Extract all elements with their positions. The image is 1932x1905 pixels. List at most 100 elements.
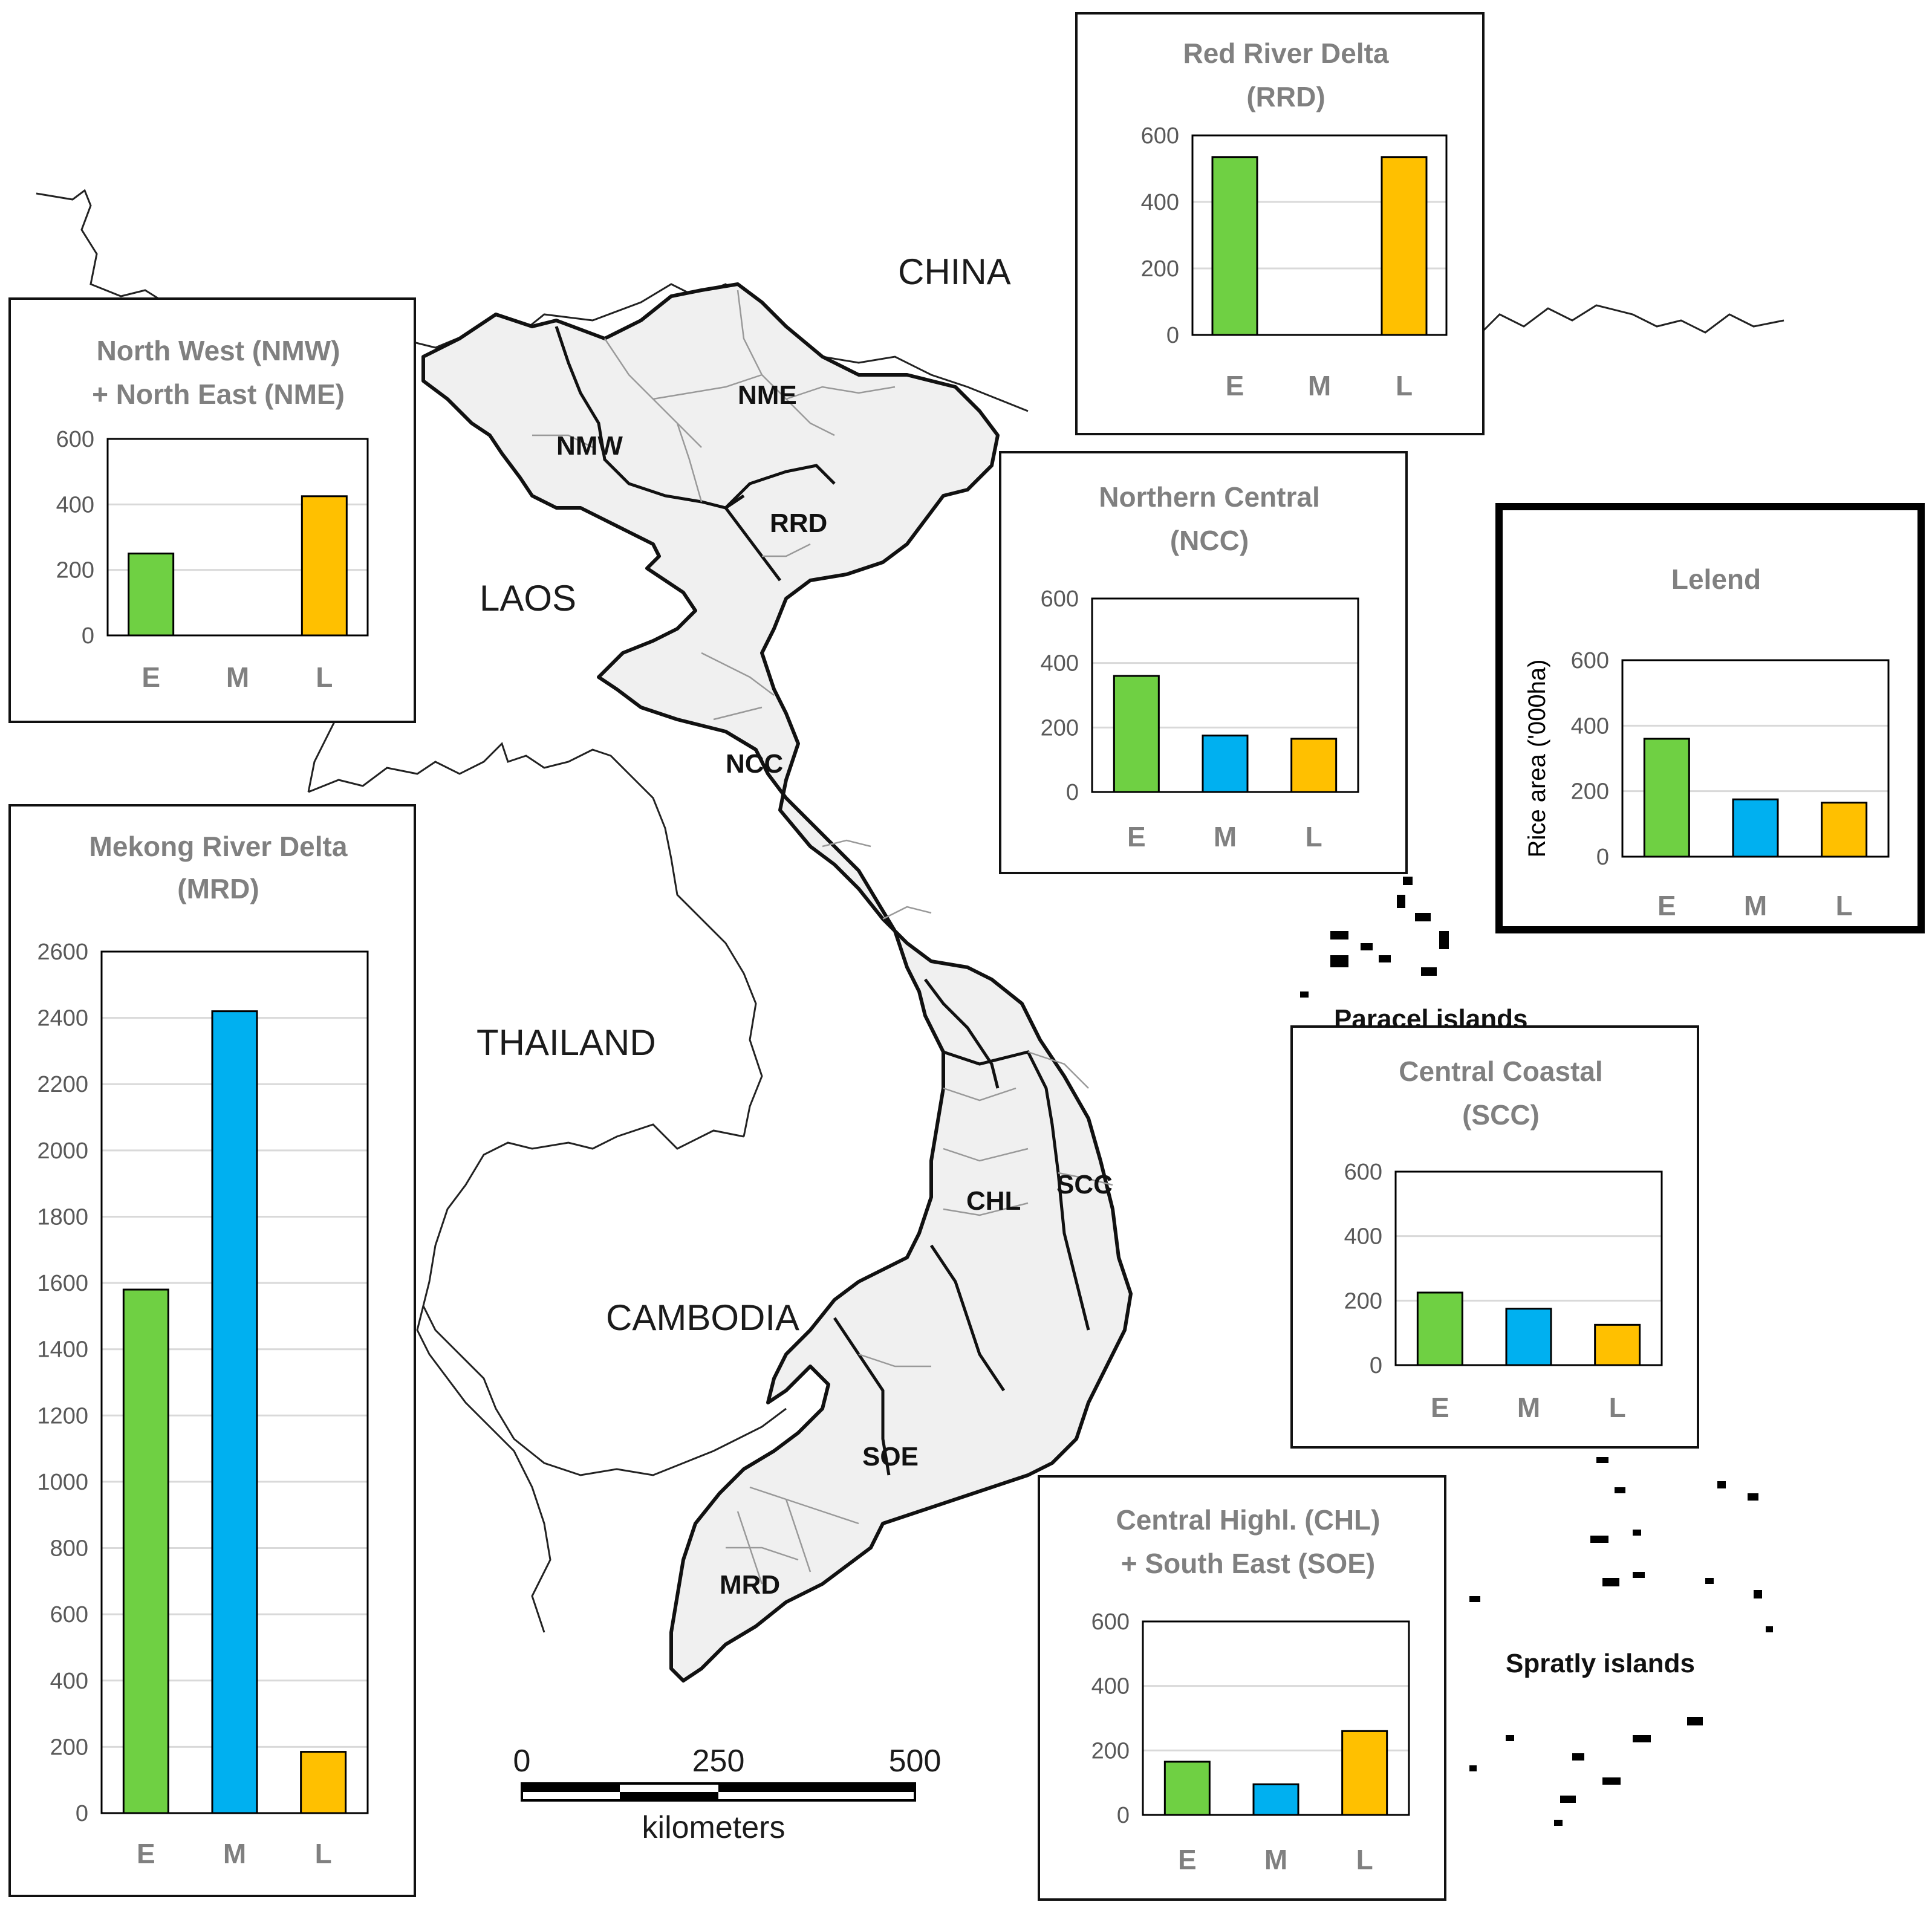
y-tick-label: 400 bbox=[1141, 190, 1179, 215]
y-tick-label: 1400 bbox=[37, 1337, 88, 1363]
y-tick-label: 2200 bbox=[37, 1072, 88, 1097]
y-tick-label: 400 bbox=[1344, 1224, 1382, 1250]
paracel-islands bbox=[1300, 877, 1449, 998]
category-label-E: E bbox=[1657, 890, 1676, 921]
chart-svg-legend: Lelend0200400600EMLCropping seasonRice a… bbox=[1524, 563, 1890, 926]
label-region-mrd: MRD bbox=[720, 1570, 780, 1600]
chart-rrd: Red River Delta (RRD) 0 200 400 600 E M L bbox=[1075, 12, 1485, 435]
chart-ncc: Northern Central (NCC) 0 200 400 600 E M L bbox=[999, 451, 1408, 874]
chart-title-line: (SCC) bbox=[1462, 1099, 1540, 1131]
bar-M bbox=[1252, 1783, 1299, 1816]
category-label-E: E bbox=[1226, 370, 1244, 401]
scale-tick-500: 500 bbox=[889, 1744, 942, 1779]
category-label-E: E bbox=[137, 1838, 155, 1869]
category-label-M: M bbox=[1214, 821, 1237, 852]
category-label-M: M bbox=[1744, 890, 1767, 921]
category-label-E: E bbox=[1127, 821, 1146, 852]
bar-L bbox=[301, 495, 348, 637]
chart-svg-ncc: Northern Central (NCC) 0 200 400 600 E M L bbox=[1041, 481, 1359, 852]
y-tick-label: 400 bbox=[1041, 651, 1079, 677]
label-region-ncc: NCC bbox=[726, 749, 783, 779]
chart-mrd: Mekong River Delta (MRD) 0 200 400 600 800 1000… bbox=[8, 804, 416, 1897]
bar-E bbox=[128, 553, 175, 637]
category-label-E: E bbox=[1431, 1392, 1449, 1423]
y-tick-label: 600 bbox=[1571, 648, 1609, 673]
bar-E bbox=[1211, 156, 1258, 336]
category-label-M: M bbox=[1517, 1392, 1540, 1423]
chart-title-line: North West (NMW) bbox=[97, 335, 340, 366]
y-tick-label: 0 bbox=[1370, 1353, 1382, 1378]
y-tick-label: 600 bbox=[1141, 123, 1179, 149]
chart-svg-chl: Central Highl. (CHL) + South East (SOE) 0 2… bbox=[1091, 1504, 1410, 1875]
scale-unit: kilometers bbox=[642, 1810, 785, 1845]
label-region-chl: CHL bbox=[966, 1186, 1021, 1216]
label-spratly: Spratly islands bbox=[1506, 1649, 1695, 1678]
bar-E bbox=[122, 1288, 169, 1814]
category-label-L: L bbox=[1609, 1392, 1626, 1423]
bar-L bbox=[1821, 802, 1868, 858]
y-tick-label: 200 bbox=[1571, 779, 1609, 805]
bar-E bbox=[1113, 675, 1160, 793]
bar-M bbox=[1202, 735, 1249, 793]
y-tick-label: 0 bbox=[76, 1801, 88, 1826]
chart-svg-rrd: Red River Delta (RRD) 0 200 400 600 E M L bbox=[1141, 37, 1448, 401]
category-label-M: M bbox=[1308, 370, 1331, 401]
category-label-M: M bbox=[223, 1838, 246, 1869]
y-tick-label: 400 bbox=[1571, 713, 1609, 739]
chart-scc: Central Coastal (SCC) 0 200 400 600 E M L bbox=[1290, 1025, 1699, 1449]
bar-M bbox=[1732, 798, 1779, 858]
chart-title-line: + South East (SOE) bbox=[1121, 1548, 1375, 1579]
chart-title-line: Central Highl. (CHL) bbox=[1116, 1504, 1381, 1536]
chart-svg-scc: Central Coastal (SCC) 0 200 400 600 E M L bbox=[1344, 1056, 1663, 1423]
bar-M bbox=[211, 1010, 258, 1814]
chart-title-line: Red River Delta bbox=[1183, 37, 1388, 69]
scale-tick-0: 0 bbox=[513, 1744, 531, 1779]
y-tick-label: 0 bbox=[82, 623, 94, 649]
bar-L bbox=[300, 1751, 347, 1814]
label-thailand: THAILAND bbox=[476, 1022, 656, 1063]
bar-L bbox=[1594, 1323, 1641, 1366]
y-tick-label: 1600 bbox=[37, 1271, 88, 1296]
thailand-west bbox=[416, 1305, 551, 1633]
y-tick-label: 200 bbox=[50, 1735, 88, 1760]
y-tick-label: 400 bbox=[56, 492, 94, 518]
category-label-L: L bbox=[1306, 821, 1322, 852]
y-tick-label: 2400 bbox=[37, 1006, 88, 1031]
category-label-M: M bbox=[226, 661, 249, 693]
category-label-L: L bbox=[315, 1838, 332, 1869]
chart-title-line: Lelend bbox=[1671, 563, 1761, 595]
y-tick-label: 200 bbox=[1041, 715, 1079, 741]
y-tick-label: 600 bbox=[1091, 1609, 1130, 1635]
region-borders bbox=[555, 326, 1090, 1476]
label-cambodia: CAMBODIA bbox=[606, 1297, 799, 1338]
spratly-islands bbox=[1469, 1457, 1773, 1826]
chart-title-line: (NCC) bbox=[1170, 525, 1249, 556]
china-coast bbox=[1474, 304, 1784, 340]
label-region-rrd: RRD bbox=[770, 508, 827, 538]
chart-title-line: Northern Central bbox=[1099, 481, 1319, 513]
y-tick-label: 2000 bbox=[37, 1138, 88, 1164]
y-tick-label: 1200 bbox=[37, 1403, 88, 1429]
chart-title-line: Mekong River Delta bbox=[89, 831, 348, 862]
y-tick-label: 400 bbox=[50, 1669, 88, 1694]
chart-title-line: (RRD) bbox=[1246, 81, 1325, 112]
category-label-L: L bbox=[1396, 370, 1413, 401]
chart-legend: Lelend0200400600EMLCropping seasonRice a… bbox=[1495, 503, 1925, 933]
y-tick-label: 200 bbox=[1091, 1738, 1130, 1764]
y-tick-label: 200 bbox=[1344, 1288, 1382, 1314]
y-tick-label: 0 bbox=[1066, 780, 1079, 805]
chart-title-line: + North East (NME) bbox=[92, 378, 345, 410]
category-label-L: L bbox=[316, 661, 333, 693]
bar-E bbox=[1416, 1291, 1463, 1366]
category-label-L: L bbox=[1836, 890, 1853, 921]
thailand-laos-border bbox=[308, 742, 763, 1137]
category-label-L: L bbox=[1356, 1844, 1373, 1875]
y-tick-label: 400 bbox=[1091, 1674, 1130, 1699]
y-tick-label: 0 bbox=[1596, 845, 1609, 870]
label-region-nmw: NMW bbox=[556, 431, 623, 461]
bar-L bbox=[1290, 738, 1338, 793]
y-tick-label: 0 bbox=[1166, 323, 1179, 348]
y-tick-label: 600 bbox=[1344, 1160, 1382, 1185]
y-tick-label: 600 bbox=[50, 1602, 88, 1628]
